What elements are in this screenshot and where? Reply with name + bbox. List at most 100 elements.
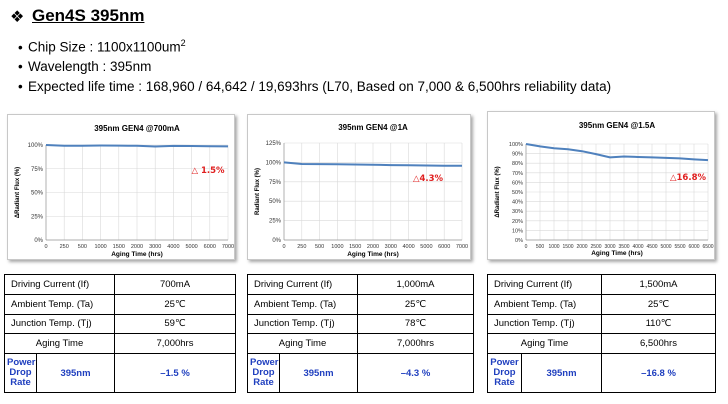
table-row: Driving Current (If) 700mA [4,274,236,295]
spec-table-700ma: Driving Current (If) 700mA Ambient Temp. … [4,274,236,394]
slide-title-row: ❖ Gen4S 395nm [10,4,144,28]
spec-superscript: 2 [180,38,186,48]
bullet-dot-icon: • [18,78,23,94]
spec-text: Chip Size : 1100x1100um [28,39,181,55]
x-tick-label: 4000 [632,244,643,250]
row-value: 7,000hrs [114,333,236,355]
y-tick-label: 70% [512,171,523,177]
row-value: 6,500hrs [601,333,716,355]
chart-panel-1-5a: 395nm GEN4 @1.5A 0% 10% 20% 30% 40% 50% 60% 70% 8… [487,111,715,260]
x-tick-label: 1000 [331,244,343,250]
row-label: Aging Time [247,333,358,355]
x-tick-label: 5000 [660,244,671,250]
x-tick-label: 6500 [702,244,713,250]
row-value: 110℃ [601,313,716,335]
x-tick-label: 5000 [420,244,432,250]
table-row: Junction Temp. (Tj) 110℃ [487,313,716,335]
y-tick-label: 50% [269,199,282,205]
power-drop-wavelength: 395nm [521,353,602,394]
spec-text: Wavelength : 395nm [28,59,152,74]
x-tick-label: 5000 [185,244,197,250]
chart-svg: 395nm GEN4 @700mA 0% 25% 50% 75% 100% 0 250 500 1… [15,124,234,258]
x-tick-label: 250 [60,244,69,250]
row-label: Ambient Temp. (Ta) [487,293,602,315]
x-tick-label: 500 [78,244,87,250]
x-tick-label: 0 [525,244,528,250]
row-label: Junction Temp. (Tj) [4,313,115,335]
y-tick-label: 0% [272,238,281,244]
diamond-bullet-icon: ❖ [10,6,25,26]
power-drop-row: Power Drop Rate 395nm –16.8 % [487,353,716,394]
x-tick-label: 1500 [113,244,125,250]
series-line [283,161,462,167]
x-tick-label: 3000 [604,244,615,250]
y-tick-label: 0% [34,238,43,244]
x-tick-label: 4000 [167,244,179,250]
y-tick-label: 20% [512,219,523,225]
x-tick-label: 7000 [456,244,468,250]
spec-table-1-5a: Driving Current (If) 1,500mA Ambient Temp… [487,274,716,394]
spec-item-lifetime: • Expected life time : 168,960 / 64,642 /… [18,77,611,97]
table-row: Ambient Temp. (Ta) 25℃ [487,293,716,315]
x-tick-label: 4500 [646,244,657,250]
power-drop-wavelength: 395nm [36,353,115,394]
row-label: Junction Temp. (Tj) [487,313,602,335]
x-tick-label: 2000 [576,244,587,250]
x-tick-label: 500 [315,244,324,250]
y-tick-label: 30% [512,209,523,215]
x-tick-label: 250 [297,244,306,250]
chart-panel-1a: 395nm GEN4 @1A 0% 25% 50% 75% 100% 125% 0 250 500… [247,114,471,260]
bullet-dot-icon: • [18,59,23,74]
x-tick-label: 6000 [204,244,216,250]
row-label: Aging Time [4,333,115,355]
x-tick-label: 5500 [674,244,685,250]
x-tick-label: 1000 [94,244,106,250]
chart-title: 395nm GEN4 @700mA [94,124,180,133]
table-row: Aging Time 6,500hrs [487,333,716,355]
table-row: Ambient Temp. (Ta) 25℃ [247,293,474,315]
drop-annotation: △4.3% [413,174,444,184]
spec-item-chip-size: • Chip Size : 1100x1100um2 [18,34,611,57]
table-row: Driving Current (If) 1,000mA [247,274,474,295]
chart-svg: 395nm GEN4 @1A 0% 25% 50% 75% 100% 125% 0 250 500… [255,123,468,258]
y-axis-label: ΔRadiant Flux (%) [15,167,21,218]
chart-panel-700ma: 395nm GEN4 @700mA 0% 25% 50% 75% 100% 0 250 500 1… [7,114,235,260]
drop-annotation: △ 1.5% [191,166,225,176]
y-axis-label: Radiant Flux (%) [255,168,261,215]
chart-title: 395nm GEN4 @1A [338,123,408,132]
row-value: 25℃ [114,293,236,315]
table-row: Ambient Temp. (Ta) 25℃ [4,293,236,315]
spec-list: • Chip Size : 1100x1100um2 • Wavelength : … [18,34,611,96]
power-drop-value: –4.3 % [357,353,474,394]
y-axis-label: ΔRadiant Flux (%) [495,166,501,217]
row-label: Ambient Temp. (Ta) [4,293,115,315]
y-tick-label: 40% [512,200,523,206]
y-tick-label: 25% [31,214,44,220]
x-tick-label: 7000 [222,244,234,250]
row-value: 1,500mA [601,274,716,295]
y-tick-label: 50% [31,191,44,197]
x-tick-label: 1000 [548,244,559,250]
power-drop-label: Power Drop Rate [247,353,280,394]
y-tick-label: 90% [512,152,523,158]
row-value: 25℃ [601,293,716,315]
x-tick-label: 2000 [131,244,143,250]
row-value: 1,000mA [357,274,474,295]
y-tick-label: 25% [269,219,282,225]
x-tick-label: 500 [536,244,545,250]
x-tick-label: 6000 [438,244,450,250]
y-tick-label: 60% [512,180,523,186]
x-axis-label: Aging Time (hrs) [347,251,399,258]
x-tick-label: 1500 [562,244,573,250]
spec-table-1a: Driving Current (If) 1,000mA Ambient Temp… [247,274,474,394]
power-drop-value: –16.8 % [601,353,716,394]
x-tick-label: 3500 [618,244,629,250]
table-row: Junction Temp. (Tj) 59℃ [4,313,236,335]
y-tick-label: 100% [509,142,523,148]
y-tick-label: 50% [512,190,523,196]
table-row: Driving Current (If) 1,500mA [487,274,716,295]
y-tick-label: 80% [512,161,523,167]
power-drop-label: Power Drop Rate [487,353,522,394]
series-line [45,144,229,148]
x-tick-label: 3000 [149,244,161,250]
